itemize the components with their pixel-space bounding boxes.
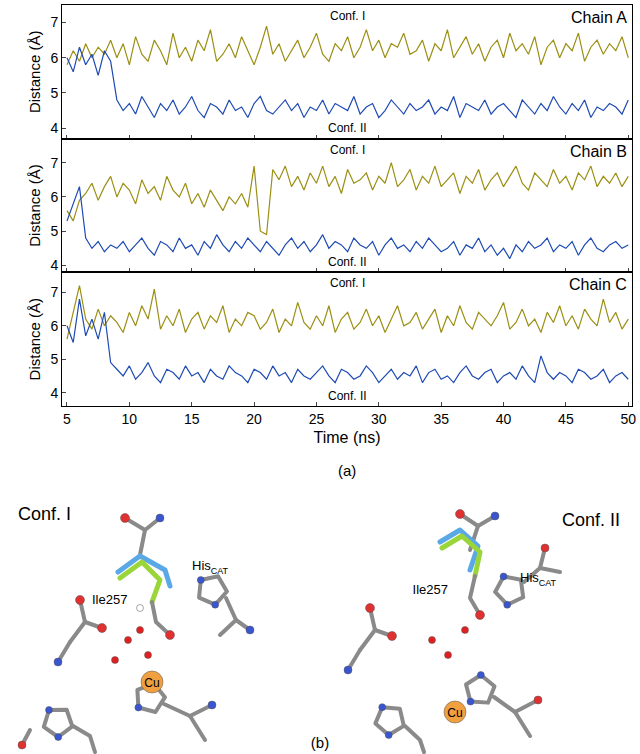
svg-text:Conf. II: Conf. II [562,510,620,530]
svg-text:4: 4 [50,385,58,401]
svg-text:(b): (b) [311,734,329,751]
svg-text:6: 6 [50,189,58,205]
svg-text:Conf. II: Conf. II [328,121,367,135]
svg-text:Ile257: Ile257 [413,582,448,597]
svg-text:Distance (Å): Distance (Å) [26,298,43,381]
svg-text:15: 15 [184,411,200,427]
svg-text:45: 45 [558,411,574,427]
svg-text:6: 6 [50,50,58,66]
svg-text:Conf. I: Conf. I [330,143,365,157]
svg-text:4: 4 [50,257,58,273]
svg-text:5: 5 [50,85,58,101]
svg-text:Chain C: Chain C [569,276,627,293]
svg-text:20: 20 [246,411,262,427]
svg-text:Ile257: Ile257 [92,592,127,607]
svg-text:Conf. I: Conf. I [330,9,365,23]
svg-text:(a): (a) [338,462,356,479]
svg-text:HisCAT: HisCAT [520,570,557,588]
svg-text:35: 35 [433,411,449,427]
svg-text:4: 4 [50,120,58,136]
svg-text:Cu: Cu [447,706,462,720]
svg-text:Conf. II: Conf. II [328,255,367,269]
svg-text:5: 5 [50,351,58,367]
svg-text:10: 10 [122,411,138,427]
svg-text:Time (ns): Time (ns) [314,429,381,446]
svg-text:7: 7 [50,155,58,171]
svg-text:Conf. I: Conf. I [18,504,71,524]
svg-text:5: 5 [63,411,71,427]
svg-text:7: 7 [50,14,58,30]
svg-text:Chain A: Chain A [571,9,627,26]
svg-text:Chain B: Chain B [570,143,627,160]
svg-text:5: 5 [50,223,58,239]
svg-text:6: 6 [50,318,58,334]
svg-text:30: 30 [371,411,387,427]
svg-text:25: 25 [309,411,325,427]
svg-text:Distance (Å): Distance (Å) [26,164,43,247]
svg-text:HisCAT: HisCAT [192,558,229,576]
svg-text:50: 50 [620,411,636,427]
svg-text:Conf. I: Conf. I [330,276,365,290]
svg-text:7: 7 [50,284,58,300]
svg-text:Conf. II: Conf. II [328,389,367,403]
svg-text:40: 40 [496,411,512,427]
svg-text:Distance (Å): Distance (Å) [26,31,43,114]
svg-text:Cu: Cu [144,676,159,690]
